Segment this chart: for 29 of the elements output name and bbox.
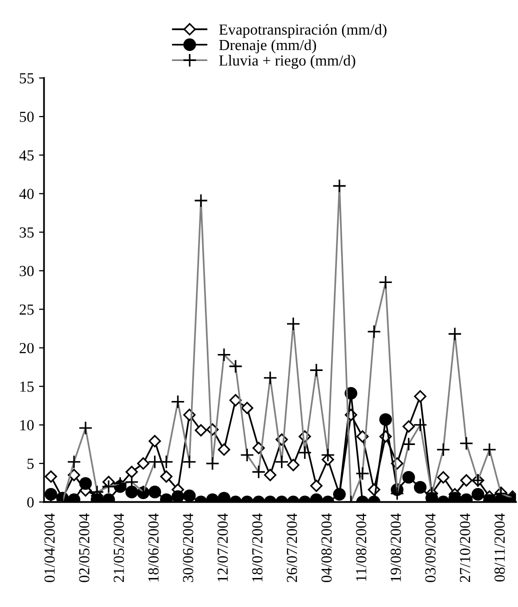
x-tick-label: 18/07/2004 <box>252 513 262 582</box>
y-tick-label: 20 <box>20 342 34 354</box>
y-tick-label: 30 <box>20 266 34 276</box>
x-tick-label: 04/08/2004 <box>321 513 332 582</box>
x-tick-label: 18/06/2004 <box>148 513 159 582</box>
x-tick-label: 27/10/2004 <box>460 513 470 582</box>
y-tick-label: 35 <box>20 227 34 238</box>
x-tick-label: 01/04/2004 <box>44 513 55 582</box>
x-tick-label: 21/05/2004 <box>114 513 124 582</box>
y-tick-label: 45 <box>19 150 34 161</box>
y-tick-label: 15 <box>20 382 34 392</box>
x-tick-label: 12/07/2004 <box>218 513 228 582</box>
x-tick-label: 30/06/2004 <box>182 513 194 582</box>
x-tick-label: 19/08/2004 <box>390 513 401 582</box>
y-tick-label: 55 <box>20 73 34 84</box>
x-tick-label: 11/08/2004 <box>356 513 366 581</box>
legend-label: Drenaje (mm/d) <box>219 39 316 54</box>
x-tick-label: 03/09/2004 <box>425 513 436 582</box>
x-tick-label: 02/05/2004 <box>79 513 90 582</box>
y-tick-label: 0 <box>27 497 34 508</box>
y-tick-label: 40 <box>19 188 34 200</box>
legend-label: Evapotranspiración (mm/d) <box>219 24 386 38</box>
legend-label: Lluvia + riego (mm/d) <box>219 54 356 69</box>
x-tick-label: 26/07/2004 <box>286 513 298 582</box>
y-tick-label: 50 <box>20 112 34 122</box>
x-tick-label: 08/11/2004 <box>494 513 505 582</box>
y-tick-label: 5 <box>28 458 34 469</box>
y-tick-label: 10 <box>20 420 34 430</box>
y-tick-label: 25 <box>20 304 34 315</box>
